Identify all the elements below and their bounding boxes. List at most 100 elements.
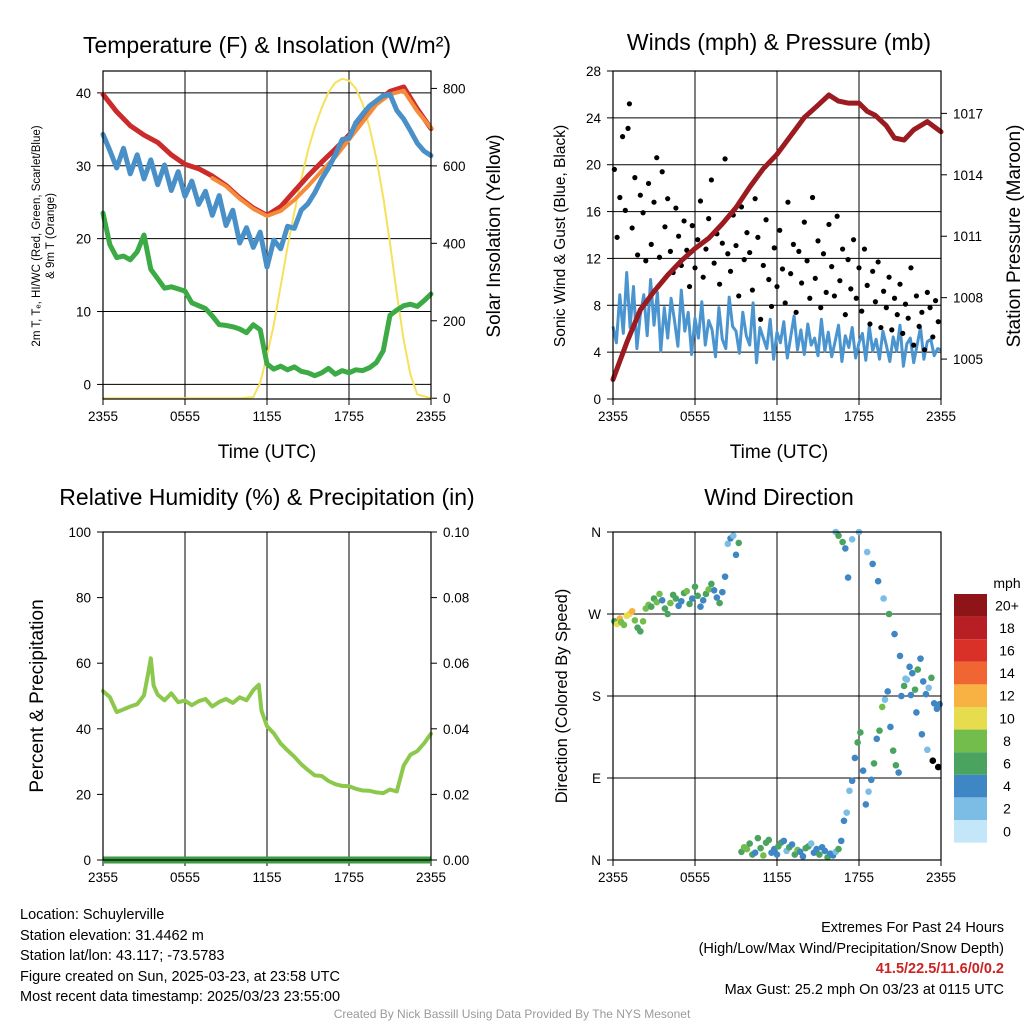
y-tick-label-right: 0.02 bbox=[443, 787, 469, 802]
max-gust: Max Gust: 25.2 mph On 03/23 at 0115 UTC bbox=[724, 981, 1004, 998]
gust-point bbox=[818, 305, 824, 311]
y-tick-label-left: S bbox=[592, 689, 601, 704]
gust-point bbox=[927, 305, 933, 311]
direction-point bbox=[851, 754, 859, 762]
gust-point bbox=[747, 249, 753, 256]
direction-point bbox=[913, 709, 920, 716]
gust-point bbox=[741, 257, 747, 263]
direction-point bbox=[686, 600, 693, 608]
direction-point bbox=[647, 603, 655, 611]
direction-point bbox=[907, 691, 915, 699]
colorbar-label: 10 bbox=[999, 710, 1015, 726]
gust-point bbox=[842, 312, 848, 318]
plot-border bbox=[612, 531, 942, 861]
direction-point bbox=[930, 699, 938, 707]
gust-point bbox=[695, 237, 701, 243]
direction-point bbox=[848, 777, 856, 785]
gust-point bbox=[719, 240, 725, 246]
direction-point bbox=[719, 588, 726, 596]
direction-point bbox=[754, 834, 762, 842]
direction-point bbox=[788, 841, 796, 848]
gust-point bbox=[626, 101, 633, 107]
gust-point bbox=[703, 246, 709, 252]
windchill-series-line bbox=[100, 91, 434, 270]
gust-point bbox=[886, 274, 892, 280]
y-tick-label-right: 1011 bbox=[953, 229, 982, 244]
gust-point bbox=[864, 282, 870, 288]
y-tick-label-right: 0.08 bbox=[443, 591, 469, 606]
direction-point bbox=[848, 535, 856, 543]
gust-point bbox=[733, 242, 739, 249]
gust-point bbox=[659, 169, 665, 175]
direction-point bbox=[813, 845, 820, 853]
gust-point bbox=[823, 289, 829, 295]
gust-point bbox=[640, 210, 646, 216]
gust-point bbox=[692, 265, 698, 271]
colorbar-swatch bbox=[954, 820, 987, 843]
station-latlon: Station lat/lon: 43.117; -73.5783 bbox=[20, 948, 225, 964]
y-tick-label-left: 40 bbox=[76, 86, 91, 101]
winds-panel: Winds (mph) & Pressure (mb) Time (UTC) S… bbox=[552, 29, 1024, 463]
plot-border bbox=[612, 70, 942, 400]
gust-point bbox=[648, 241, 654, 247]
rh-series-line bbox=[101, 656, 433, 796]
direction-point bbox=[620, 621, 628, 629]
y-tick-label-left: 40 bbox=[76, 722, 91, 737]
direction-point bbox=[713, 594, 721, 601]
direction-point bbox=[658, 597, 666, 604]
colorbar-label: 12 bbox=[999, 688, 1015, 704]
direction-point bbox=[694, 592, 702, 600]
direction-panel: Wind Direction Direction (Colored By Spe… bbox=[553, 484, 1021, 843]
y-tick-label-left: 0 bbox=[593, 392, 601, 407]
direction-point bbox=[914, 666, 922, 673]
direction-point bbox=[873, 735, 881, 743]
direction-point bbox=[854, 739, 861, 746]
gust-point bbox=[645, 180, 652, 187]
direction-point bbox=[760, 852, 767, 859]
y-tick-label-right: 1008 bbox=[953, 291, 983, 306]
direction-point bbox=[691, 583, 699, 590]
direction-point bbox=[724, 540, 732, 548]
gust-point bbox=[782, 300, 788, 306]
direction-point bbox=[918, 730, 926, 738]
direction-point bbox=[721, 573, 729, 580]
colorbar-label: 16 bbox=[999, 643, 1015, 659]
gust-point bbox=[763, 217, 769, 223]
x-tick-label: 0555 bbox=[170, 870, 200, 885]
x-tick-label: 2355 bbox=[926, 870, 956, 885]
colorbar-title: mph bbox=[993, 575, 1020, 591]
gust-point bbox=[922, 347, 928, 353]
y-tick-label-left: 28 bbox=[586, 64, 601, 79]
gust-point bbox=[779, 266, 786, 272]
gust-point bbox=[820, 251, 827, 257]
gust-point bbox=[875, 259, 881, 265]
gust-point bbox=[766, 276, 772, 283]
gust-point bbox=[924, 289, 930, 295]
direction-point bbox=[934, 763, 942, 771]
gust-point bbox=[681, 218, 687, 224]
colorbar-label: 20+ bbox=[995, 597, 1019, 613]
credit-line: Created By Nick Bassill Using Data Provi… bbox=[333, 1007, 691, 1021]
humidity-panel: Relative Humidity (%) & Precipitation (i… bbox=[27, 484, 475, 793]
extremes-title: Extremes For Past 24 Hours bbox=[821, 920, 1004, 936]
y-tick-label-right: 1005 bbox=[953, 352, 983, 367]
colorbar-swatch bbox=[954, 684, 987, 707]
direction-point bbox=[887, 723, 894, 731]
gust-point bbox=[881, 288, 887, 294]
direction-point bbox=[628, 607, 636, 615]
x-tick-label: 2355 bbox=[88, 409, 118, 424]
temperature-plot: 2355 0555 1155 1755 235501020304002004006008… bbox=[76, 70, 466, 424]
gust-point bbox=[902, 301, 909, 307]
y-tick-label-right: 0.10 bbox=[443, 525, 469, 540]
y-tick-label-right: 0.00 bbox=[443, 853, 469, 868]
gust-point bbox=[651, 199, 657, 205]
station-elevation: Station elevation: 31.4462 m bbox=[20, 927, 204, 944]
y-tick-label-right: 600 bbox=[443, 159, 466, 174]
direction-point bbox=[780, 837, 788, 845]
direction-point bbox=[837, 837, 845, 845]
gust-point bbox=[654, 155, 660, 161]
direction-point bbox=[880, 595, 887, 602]
direction-point bbox=[885, 610, 893, 618]
gust-point bbox=[815, 238, 821, 244]
wind-series-line bbox=[611, 271, 942, 368]
